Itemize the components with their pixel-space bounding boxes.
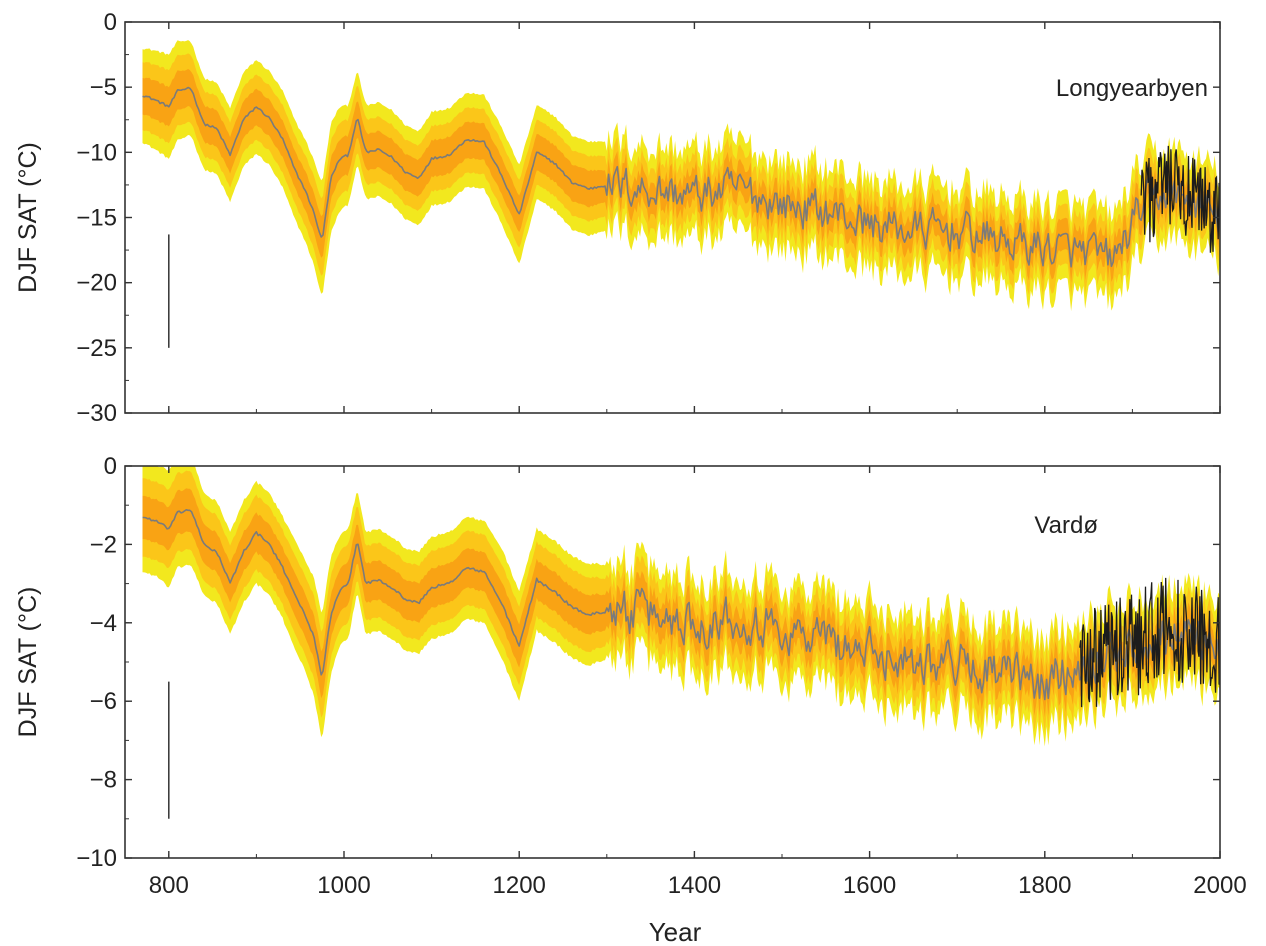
y-tick-label: 0 xyxy=(104,9,117,36)
y-tick-label: −30 xyxy=(76,400,117,427)
y-tick-label: −6 xyxy=(90,688,117,715)
y-axis-label: DJF SAT (°C) xyxy=(14,142,42,293)
y-tick-label: −25 xyxy=(76,335,117,362)
observed-series-line xyxy=(1079,577,1220,708)
x-tick-label: 1000 xyxy=(317,872,370,899)
reconstruction-median-line xyxy=(142,86,1220,268)
y-tick-label: −4 xyxy=(90,610,117,637)
y-axis-label: DJF SAT (°C) xyxy=(14,587,42,738)
plot-area xyxy=(142,466,1220,747)
station-label: Vardø xyxy=(1034,512,1098,539)
y-tick-label: −10 xyxy=(76,845,117,872)
y-tick-label: −10 xyxy=(76,139,117,166)
reconstruction-median-line xyxy=(142,508,1220,701)
vardo-panel: 0 −2 −4 −6 −8 −10 800 1000 1200 1400 1600 1800 2000 D… xyxy=(14,453,1247,899)
y-tick-label: −2 xyxy=(90,531,117,558)
plot-area xyxy=(142,40,1220,312)
uncertainty-band-inner xyxy=(142,69,1220,283)
y-tick-label: −20 xyxy=(76,270,117,297)
uncertainty-band-inner xyxy=(142,488,1220,718)
x-tick-label: 800 xyxy=(149,872,189,899)
x-tick-label: 2000 xyxy=(1193,872,1246,899)
y-tick-label: −5 xyxy=(90,74,117,101)
station-label: Longyearbyen xyxy=(1056,75,1208,102)
y-tick-label: 0 xyxy=(104,453,117,480)
y-tick-label: −15 xyxy=(76,205,117,232)
longyearbyen-panel: 0 −5 −10 −15 −20 −25 −30 DJF SAT (°C) Longyearby… xyxy=(14,9,1221,427)
observed-series-line xyxy=(1140,145,1220,253)
x-tick-label: 1600 xyxy=(843,872,896,899)
x-tick-label: 1200 xyxy=(493,872,546,899)
x-tick-label: 1800 xyxy=(1018,872,1071,899)
y-tick-label: −8 xyxy=(90,767,117,794)
x-axis-label: Year xyxy=(649,917,702,946)
x-tick-label: 1400 xyxy=(668,872,721,899)
